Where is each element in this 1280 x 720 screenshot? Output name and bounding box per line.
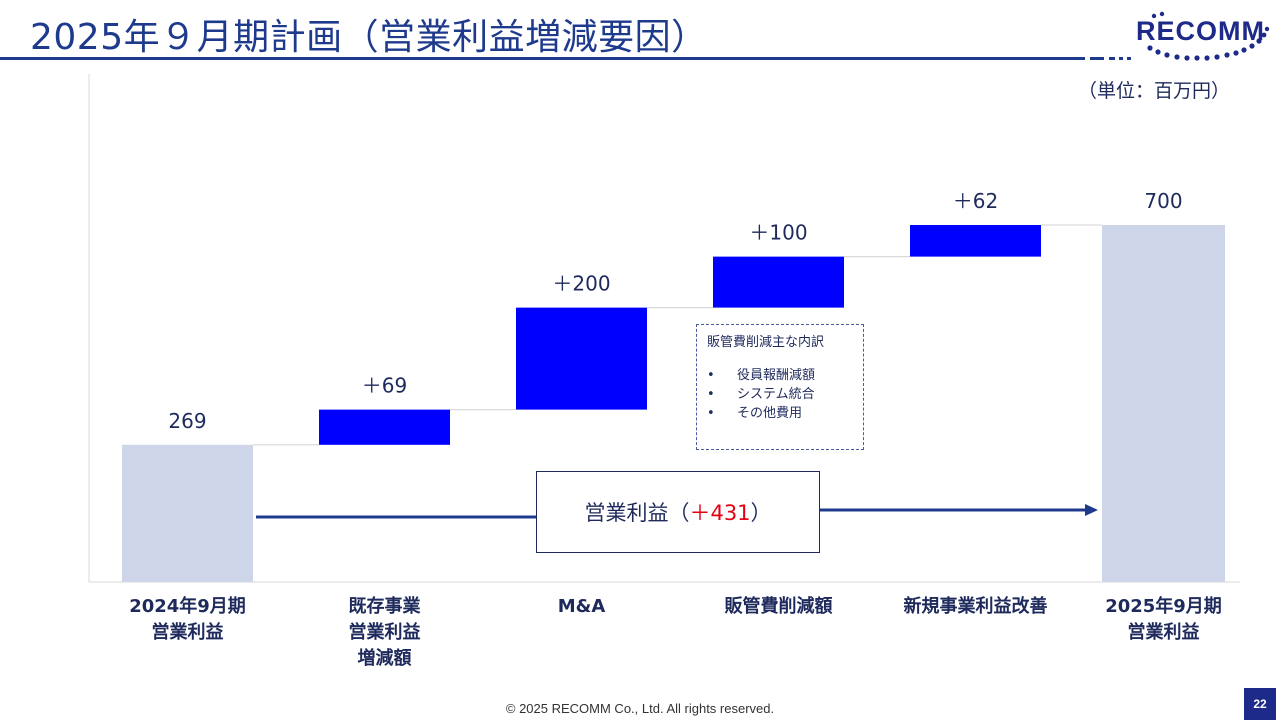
note-item: • システム統合: [707, 385, 853, 404]
total-change-suffix: ）: [750, 501, 772, 525]
bar-1: [319, 409, 450, 445]
total-change-box: 営業利益（ ＋431）: [536, 471, 820, 553]
note-item-text: 役員報酬減額: [737, 368, 816, 383]
x-tick-label-0: 2024年9月期 営業利益: [129, 596, 246, 643]
x-tick-label-3: 販管費削減額: [724, 596, 833, 617]
note-item-text: その他費用: [737, 406, 803, 421]
data-label-2: ＋200: [552, 272, 610, 296]
x-tick-label-4: 新規事業利益改善: [903, 596, 1048, 617]
bullet: •: [707, 368, 715, 383]
note-item: • 役員報酬減額: [707, 366, 853, 385]
note-item-text: システム統合: [737, 387, 815, 402]
bullet: •: [707, 406, 715, 421]
x-tick-label-5: 2025年9月期 営業利益: [1105, 596, 1222, 643]
bullet: •: [707, 387, 715, 402]
page-number: 22: [1244, 688, 1276, 720]
title-underline-dash: [1127, 57, 1131, 60]
total-change-label: 営業利益（: [584, 501, 690, 525]
data-label-4: ＋62: [953, 189, 998, 213]
logo-text: RECOMM: [1136, 16, 1265, 46]
data-label-5: 700: [1144, 189, 1182, 213]
page-title: 2025年９月期計画（営業利益増減要因）: [30, 17, 708, 58]
sga-breakdown-note: 販管費削減主な内訳 • 役員報酬減額 • システム統合 • その他費用: [696, 324, 864, 450]
bar-5: [1102, 225, 1225, 582]
copyright-footer: © 2025 RECOMM Co., Ltd. All rights reser…: [505, 701, 775, 716]
logo-dots-graphic: [1147, 11, 1270, 61]
bar-4: [910, 225, 1041, 257]
data-label-1: ＋69: [362, 374, 407, 398]
title-underline-dash: [1119, 57, 1123, 60]
note-title: 販管費削減主な内訳: [707, 335, 825, 350]
unit-label: （単位：百万円）: [1077, 80, 1230, 102]
title-underline: [0, 57, 1085, 60]
waterfall-chart: 269 ＋69 ＋200 ＋100 ＋62 700: [88, 74, 1240, 583]
data-label-0: 269: [168, 409, 206, 433]
title-underline-dash: [1090, 57, 1104, 60]
x-tick-label-2: M&A: [557, 596, 606, 617]
note-item: • その他費用: [707, 404, 853, 423]
total-arrow-head: [1085, 504, 1098, 516]
company-logo: RECOMM: [1132, 8, 1272, 64]
bar-2: [516, 307, 647, 410]
x-tick-label-1: 既存事業 営業利益 増減額: [348, 596, 421, 669]
total-change-value: ＋431: [689, 501, 751, 525]
data-label-3: ＋100: [749, 221, 807, 245]
bar-3: [713, 256, 844, 308]
title-underline-dash: [1109, 57, 1115, 60]
bar-0: [122, 444, 253, 582]
